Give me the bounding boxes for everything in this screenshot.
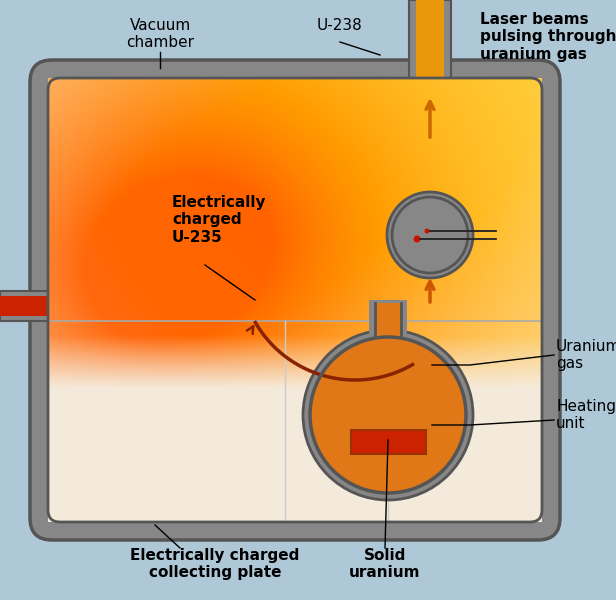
Circle shape — [387, 192, 473, 278]
Text: Vacuum
chamber: Vacuum chamber — [126, 18, 194, 50]
Bar — [0, 296, 50, 316]
Text: Electrically charged
collecting plate: Electrically charged collecting plate — [131, 548, 300, 580]
Text: Solid
uranium: Solid uranium — [349, 548, 421, 580]
Bar — [351, 430, 426, 454]
FancyBboxPatch shape — [30, 60, 560, 540]
Bar — [416, 0, 444, 83]
Circle shape — [303, 330, 473, 500]
Text: U-238: U-238 — [317, 18, 363, 33]
Bar — [0, 291, 53, 321]
Text: Laser beams
pulsing through
uranium gas: Laser beams pulsing through uranium gas — [480, 12, 616, 62]
Bar — [375, 303, 401, 343]
Text: Heating
unit: Heating unit — [556, 399, 616, 431]
Text: Electrically
charged
U-235: Electrically charged U-235 — [172, 195, 267, 245]
Text: Uranium
gas: Uranium gas — [556, 339, 616, 371]
Circle shape — [413, 235, 421, 242]
Circle shape — [424, 229, 429, 233]
Bar — [369, 300, 407, 345]
Bar — [409, 0, 451, 83]
Circle shape — [310, 337, 466, 493]
